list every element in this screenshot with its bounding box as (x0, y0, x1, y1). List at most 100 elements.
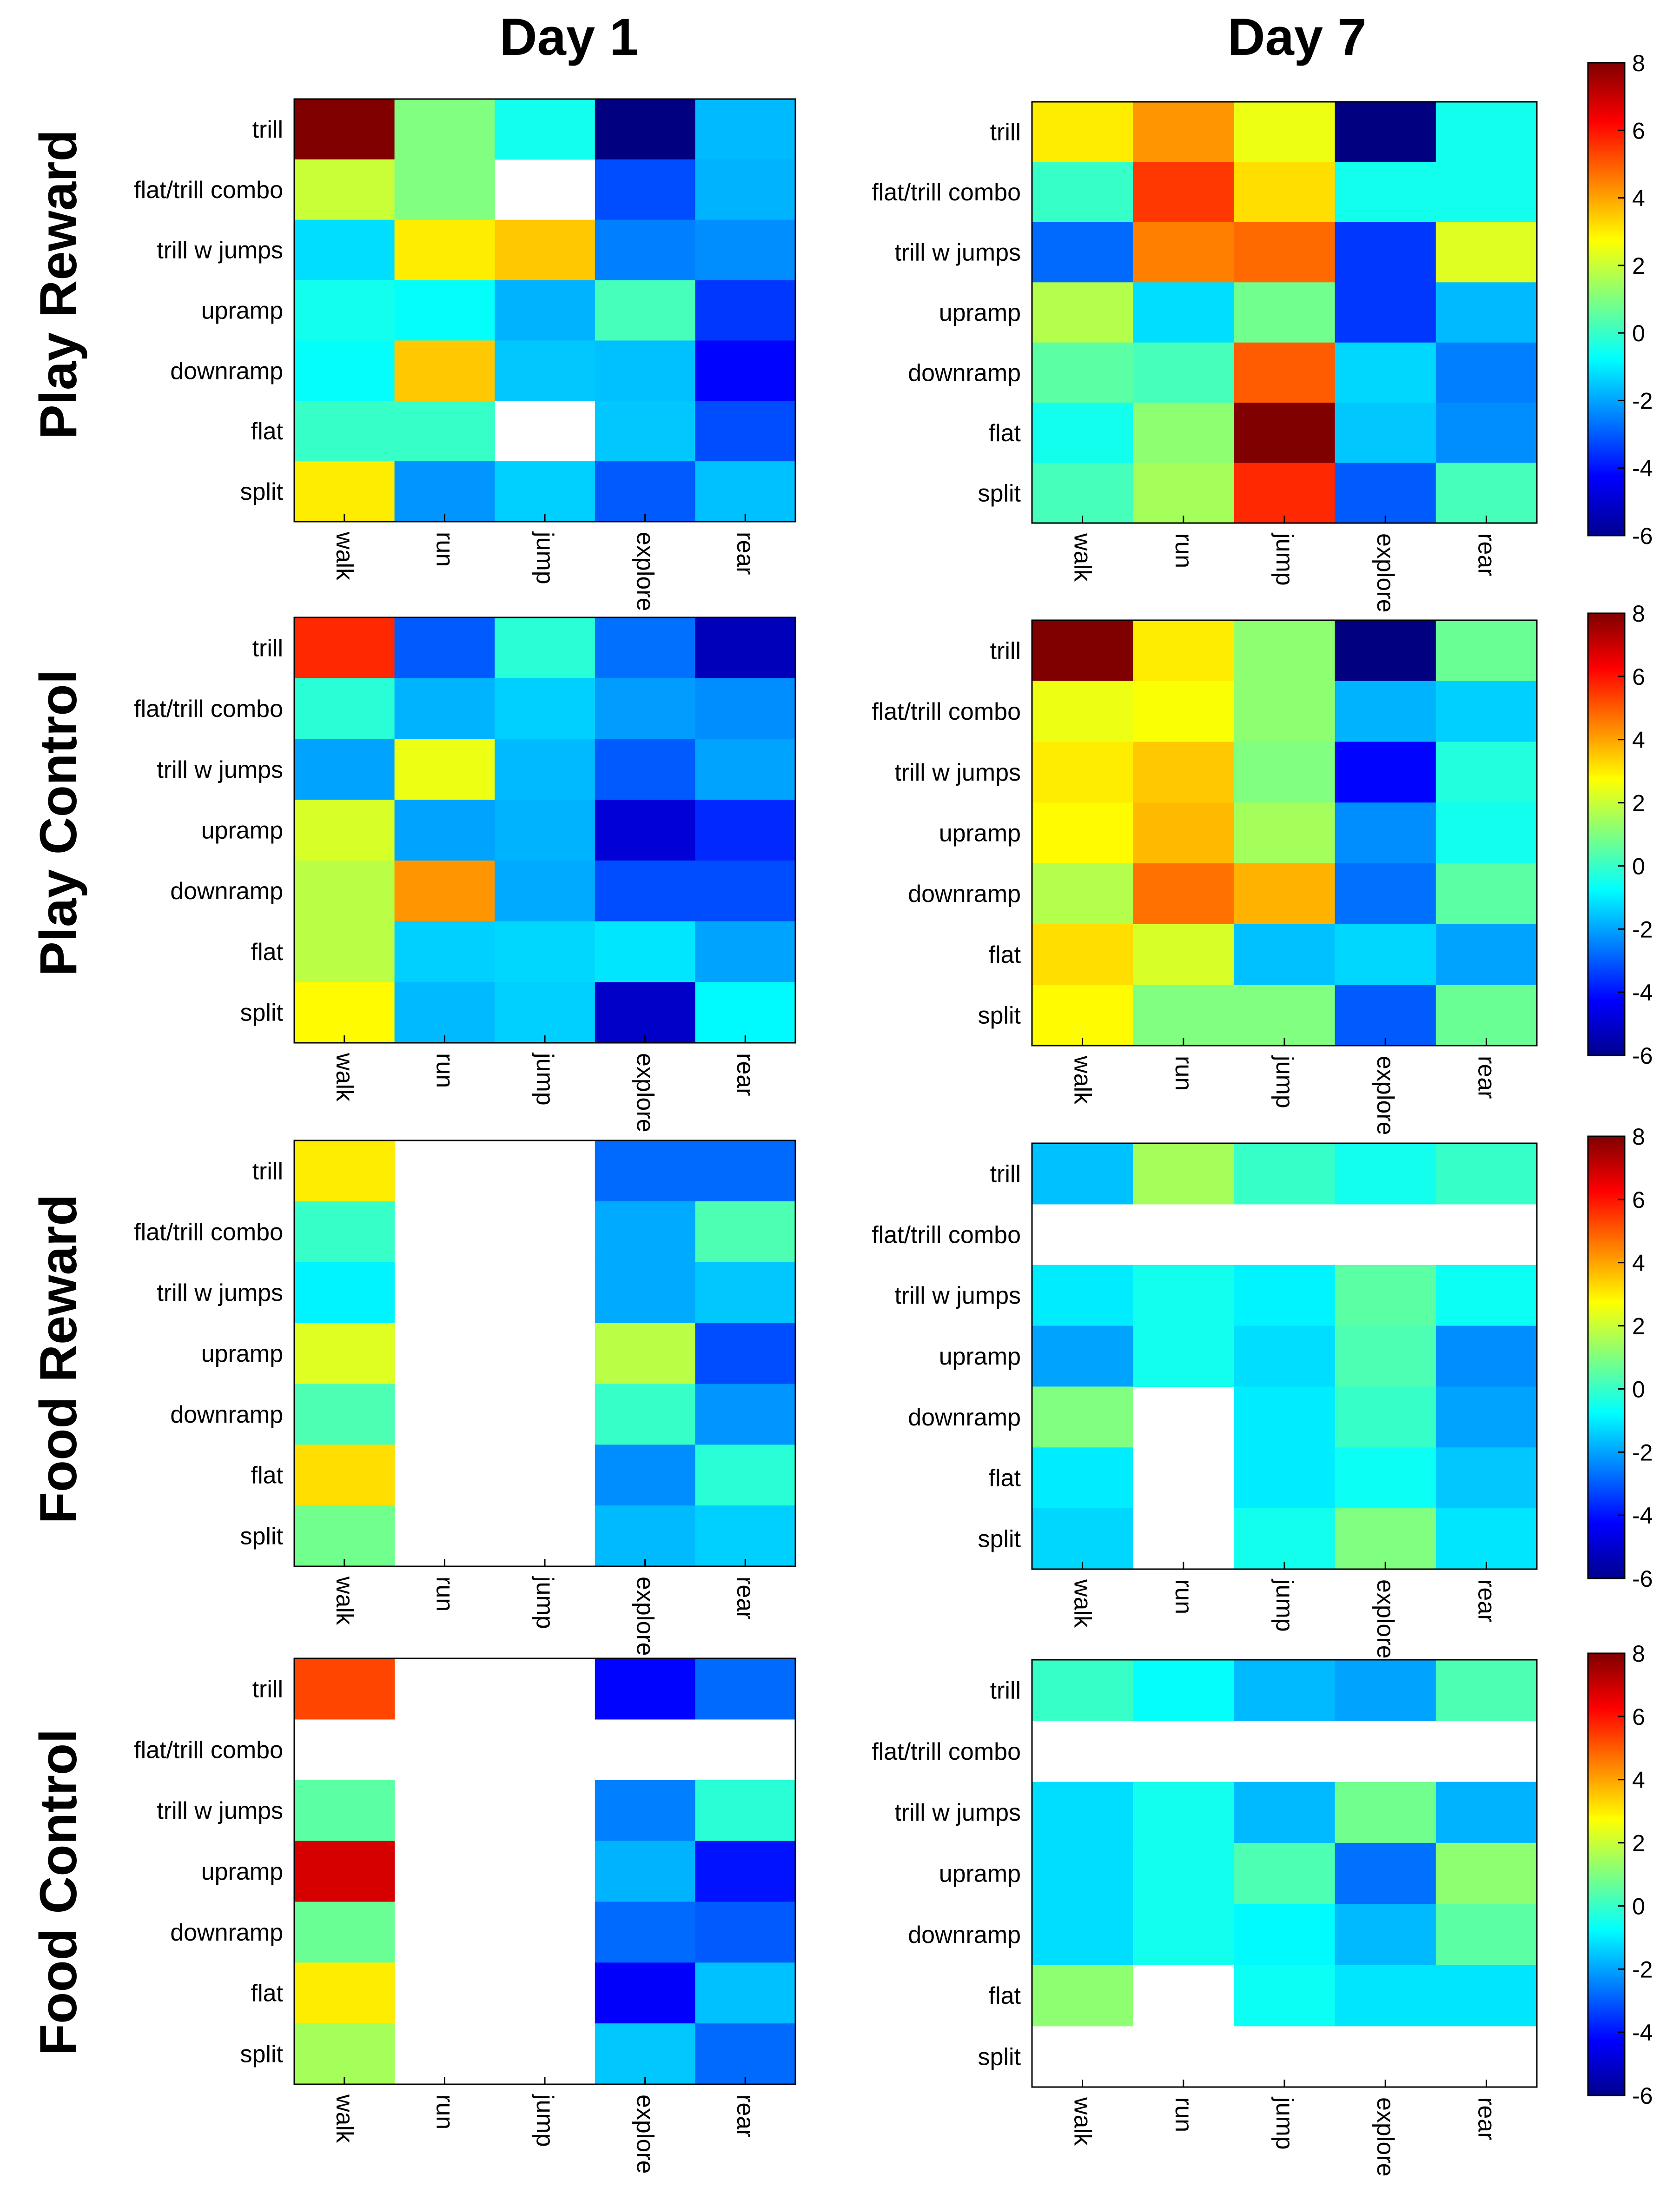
cell-play-reward-day-7-split-rear (1435, 463, 1537, 524)
colorbar-tick-label: -2 (1632, 916, 1653, 942)
colorbar-tick-label: 0 (1632, 1893, 1645, 1919)
row-tick-label: trill (252, 1676, 283, 1703)
col-tick-label: rear (732, 1577, 759, 1619)
cell-play-reward-day-7-trill-w-jumps-rear (1435, 222, 1537, 283)
row-tick-label: flat/trill combo (872, 1738, 1021, 1765)
col-tick-label: walk (331, 1053, 358, 1102)
col-tick-label: run (431, 1053, 458, 1088)
col-tick-label: explore (632, 1053, 659, 1133)
cell-food-control-day-7-flat-jump (1234, 1965, 1336, 2027)
cell-play-control-day-1-trill-jump (495, 617, 595, 679)
colorbar-tick-label: -4 (1632, 980, 1653, 1006)
cell-play-reward-day-1-split-jump (495, 461, 595, 522)
cell-play-reward-day-1-trill-w-jumps-jump (495, 219, 595, 281)
col-tick-label: explore (1372, 2097, 1399, 2177)
cell-play-reward-day-7-trill-jump (1234, 102, 1336, 163)
cell-food-control-day-7-trill-jump (1234, 1660, 1336, 1721)
cell-play-control-day-7-flat-trill-combo-explore (1335, 681, 1436, 742)
cell-play-control-day-1-downramp-rear (695, 860, 796, 922)
row-tick-label: flat/trill combo (134, 1736, 283, 1763)
cell-food-control-day-7-trill-w-jumps-rear (1435, 1782, 1537, 1843)
cell-food-control-day-1-flat-rear (695, 1962, 796, 2024)
panel-food-reward-day-7: trill flat/trill combo trill w jumps upramp… (872, 1142, 1538, 1659)
cell-play-control-day-7-trill-rear (1435, 620, 1537, 682)
cell-food-reward-day-1-flat-explore (595, 1445, 695, 1506)
cell-play-control-day-1-downramp-walk (294, 860, 395, 922)
row-tick-label: flat/trill combo (872, 698, 1021, 725)
cell-play-reward-day-1-flat-run (394, 401, 495, 462)
cell-play-reward-day-1-downramp-rear (695, 340, 796, 401)
cell-play-reward-day-1-trill-w-jumps-run (394, 219, 495, 281)
cell-play-control-day-7-trill-explore (1335, 620, 1436, 682)
cell-food-reward-day-7-upramp-explore (1335, 1325, 1436, 1387)
cell-play-control-day-1-split-rear (695, 982, 796, 1043)
cell-play-control-day-1-upramp-explore (595, 800, 695, 861)
cell-food-control-day-1-downramp-rear (695, 1902, 796, 1963)
cell-play-reward-day-7-upramp-run (1133, 282, 1234, 343)
colorbar-tick-label: 2 (1632, 1830, 1645, 1856)
row-tick-label: trill (252, 635, 283, 662)
col-tick-label: walk (331, 2094, 358, 2143)
col-tick-label: jump (1271, 1055, 1298, 1108)
row-tick-label: upramp (939, 1343, 1021, 1370)
cell-food-reward-day-1-trill-walk (294, 1140, 395, 1202)
cell-play-reward-day-1-trill-rear (695, 99, 796, 160)
cell-play-reward-day-7-trill-w-jumps-explore (1335, 222, 1436, 283)
cell-play-reward-day-7-trill-explore (1335, 102, 1436, 163)
row-tick-label: downramp (908, 1922, 1021, 1948)
cell-play-reward-day-1-upramp-jump (495, 280, 595, 341)
cell-food-reward-day-1-upramp-explore (595, 1323, 695, 1385)
cell-play-control-day-7-split-rear (1435, 985, 1537, 1046)
cell-play-control-day-7-split-walk (1032, 985, 1133, 1046)
col-tick-label: rear (1473, 1056, 1500, 1099)
row-tick-label: flat (251, 418, 284, 445)
cell-play-control-day-1-flat-trill-combo-run (394, 678, 495, 740)
cell-play-reward-day-7-trill-walk (1032, 102, 1133, 163)
cell-play-reward-day-7-trill-run (1133, 102, 1234, 163)
colorbar-tick-label: -6 (1632, 2083, 1653, 2109)
cell-food-reward-day-7-trill-walk (1032, 1143, 1133, 1205)
cell-play-reward-day-7-upramp-jump (1234, 282, 1336, 343)
colorbar-tick-label: -4 (1632, 2020, 1653, 2046)
cell-food-control-day-7-upramp-rear (1435, 1842, 1537, 1904)
cell-food-control-day-7-downramp-jump (1234, 1904, 1336, 1966)
cell-food-reward-day-1-trill-w-jumps-rear (695, 1262, 796, 1324)
cell-food-control-day-7-downramp-walk (1032, 1904, 1133, 1966)
cell-food-control-day-7-trill-explore (1335, 1660, 1436, 1721)
cell-food-reward-day-7-flat-explore (1335, 1447, 1436, 1509)
cell-play-control-day-7-downramp-rear (1435, 863, 1537, 925)
cell-food-control-day-1-split-rear (695, 2023, 796, 2085)
row-title-food-reward: Food Reward (29, 1194, 87, 1524)
cell-play-control-day-1-trill-w-jumps-explore (595, 739, 695, 800)
row-tick-label: trill (990, 1677, 1021, 1704)
col-tick-label: run (1170, 1056, 1197, 1091)
cell-food-reward-day-7-trill-w-jumps-jump (1234, 1265, 1336, 1326)
colorbar-tick-label: -2 (1632, 1956, 1653, 1982)
colorbar-tick-label: 0 (1632, 853, 1645, 879)
cell-play-control-day-7-upramp-run (1133, 802, 1234, 864)
cell-play-reward-day-7-flat-run (1133, 403, 1234, 464)
col-tick-label: run (1170, 2097, 1197, 2132)
row-tick-label: trill w jumps (157, 1279, 283, 1306)
cell-play-control-day-1-upramp-run (394, 800, 495, 861)
row-tick-label: trill w jumps (894, 759, 1021, 786)
heatmap-panels: trill flat/trill combo trill w jumps upramp… (134, 98, 1538, 2177)
cell-play-reward-day-1-flat-walk (294, 401, 395, 462)
cell-play-reward-day-1-downramp-walk (294, 340, 395, 401)
row-tick-label: split (240, 478, 284, 505)
colorbar-tick-label: 0 (1632, 320, 1645, 346)
cell-food-reward-day-1-upramp-walk (294, 1323, 395, 1385)
row-tick-label: downramp (908, 1404, 1021, 1431)
row-tick-label: trill (990, 1160, 1021, 1187)
cell-play-control-day-7-trill-run (1133, 620, 1234, 682)
cell-play-control-day-7-trill-w-jumps-explore (1335, 742, 1436, 803)
cell-food-control-day-7-flat-explore (1335, 1965, 1436, 2027)
colorbar-tick-label: -6 (1632, 1566, 1653, 1592)
col-tick-label: explore (1372, 1579, 1399, 1659)
cell-play-control-day-7-trill-w-jumps-walk (1032, 742, 1133, 803)
cell-food-reward-day-1-flat-trill-combo-explore (595, 1201, 695, 1263)
cell-food-reward-day-1-split-walk (294, 1505, 395, 1567)
panel-food-control-day-7: trill flat/trill combo trill w jumps upramp… (872, 1659, 1538, 2177)
cell-play-control-day-1-flat-rear (695, 921, 796, 982)
cell-play-reward-day-7-downramp-run (1133, 342, 1234, 403)
